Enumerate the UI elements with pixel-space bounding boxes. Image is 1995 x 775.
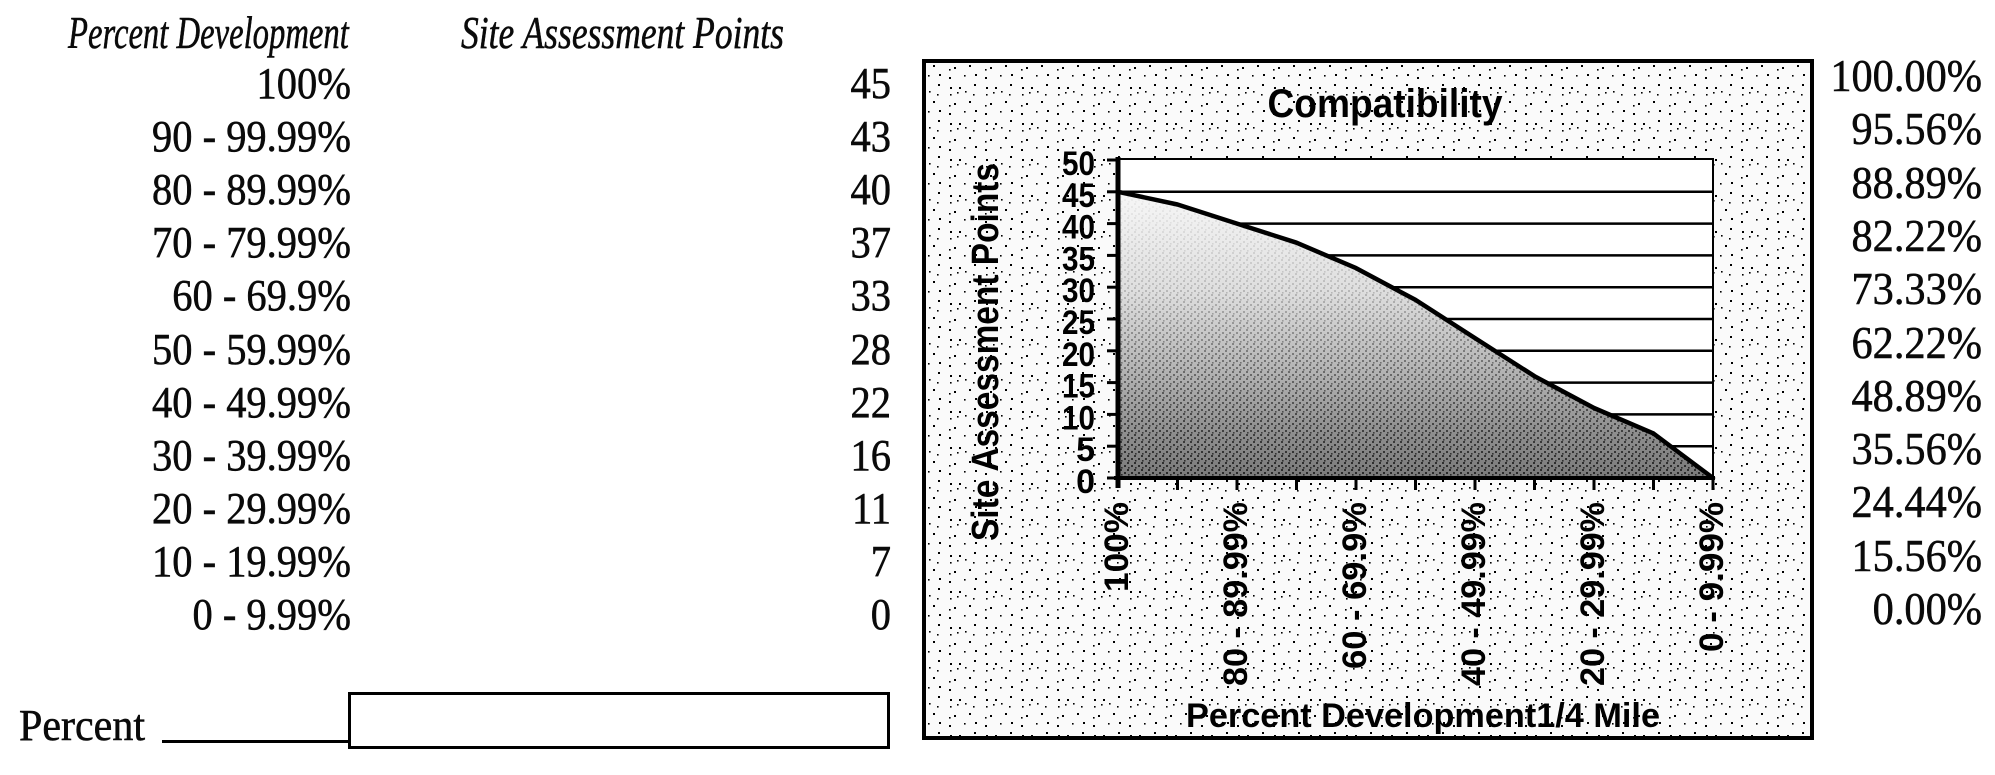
svg-text:80 - 89.99%: 80 - 89.99% <box>1217 502 1255 686</box>
svg-text:20 - 29.99%: 20 - 29.99% <box>1574 502 1612 686</box>
svg-text:30: 30 <box>1062 272 1095 310</box>
svg-text:50: 50 <box>1062 145 1095 183</box>
svg-text:Percent Development1/4 Mile: Percent Development1/4 Mile <box>1186 697 1660 735</box>
svg-text:40 - 49.99%: 40 - 49.99% <box>1455 502 1493 686</box>
svg-text:45: 45 <box>1062 177 1095 215</box>
svg-text:60 - 69.9%: 60 - 69.9% <box>1336 502 1374 669</box>
svg-text:100%: 100% <box>1098 502 1136 592</box>
svg-text:20: 20 <box>1062 336 1095 374</box>
svg-text:0: 0 <box>1076 463 1095 501</box>
svg-text:10: 10 <box>1062 399 1095 437</box>
svg-text:0 - 9.99%: 0 - 9.99% <box>1693 502 1731 652</box>
svg-text:15: 15 <box>1062 368 1095 406</box>
svg-text:Site Assessment Points: Site Assessment Points <box>965 163 1007 541</box>
svg-text:5: 5 <box>1076 431 1095 469</box>
svg-text:35: 35 <box>1062 240 1095 278</box>
svg-text:25: 25 <box>1062 304 1095 342</box>
svg-text:Compatibility: Compatibility <box>1268 82 1504 126</box>
svg-text:40: 40 <box>1062 209 1095 247</box>
